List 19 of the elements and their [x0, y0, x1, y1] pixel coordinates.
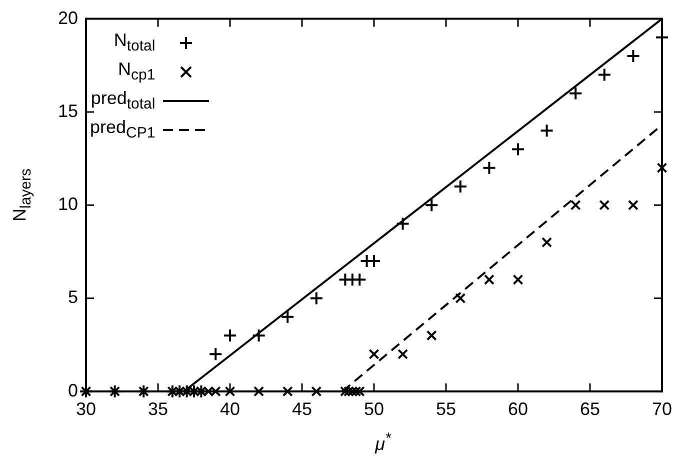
x-tick-label: 55 [436, 399, 456, 420]
x-tick-label: 30 [76, 399, 96, 420]
y-tick-label: 15 [58, 100, 78, 121]
y-tick-label: 10 [58, 194, 78, 214]
x-tick-label: 40 [220, 399, 240, 420]
legend-label: pred$_{CP1}$ [90, 117, 156, 142]
x-tick-label: 45 [292, 399, 312, 420]
legend-label: pred$_{total}$ [90, 88, 156, 113]
x-tick-label: 65 [580, 399, 600, 420]
x-tick-label: 60 [508, 399, 528, 420]
x-axis-title: μ$^{*}$ [375, 430, 391, 454]
legend-label: N$_{cp1}$ [118, 59, 156, 84]
y-tick-label: 0 [68, 380, 78, 400]
x-tick-label: 35 [148, 399, 168, 420]
y-tick-label: 20 [58, 8, 78, 28]
legend-label: N$_{total}$ [114, 30, 156, 55]
x-tick-label: 70 [652, 399, 672, 420]
x-tick-label: 50 [364, 399, 384, 420]
y-tick-label: 5 [68, 287, 78, 308]
